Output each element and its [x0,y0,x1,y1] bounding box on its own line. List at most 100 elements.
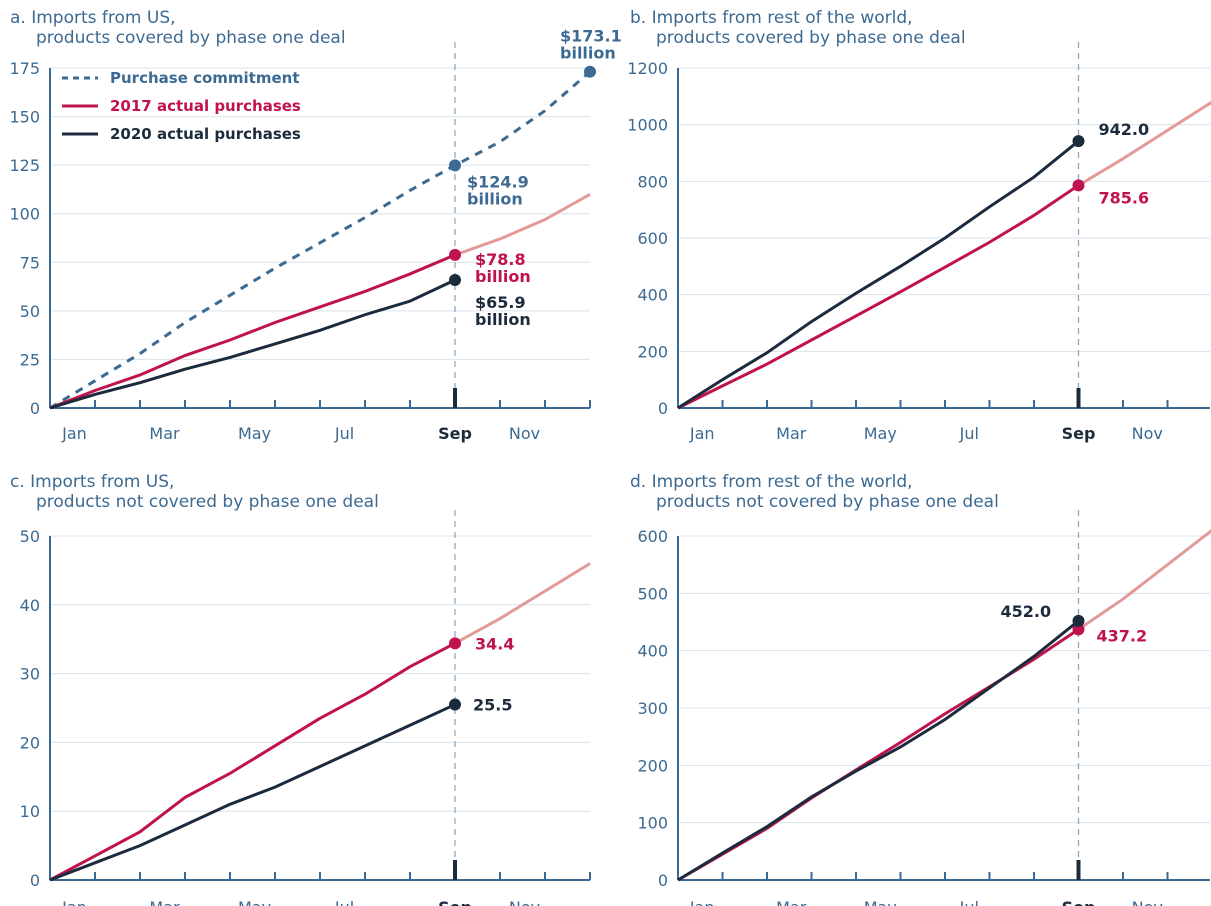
a-marker-commitment-end [584,65,596,78]
d-annotation-a2017-sep: 437.2 [1097,626,1148,645]
a-xtick-label: Sep [438,424,472,443]
c-line-2017-actual [49,641,456,882]
a-line-2020-actual [49,278,456,410]
d-line-2017-projection [1077,529,1211,631]
d-ytick-label: 600 [637,527,668,546]
a-annotation-commit-sep: $124.9 [467,172,529,191]
a-annotation-commit-end: $173.1 [560,27,622,46]
b-ytick-label: 400 [637,286,668,305]
a-marker-commitment-sep [449,159,461,172]
c-annotation-a2020-sep: 25.5 [473,696,512,715]
c-xtick-label: Jul [334,898,354,906]
c-ytick-label: 30 [20,665,40,684]
a-ytick-label: 125 [9,156,40,175]
panel-b-chart: 0 200 400 600 800 1000 1200 Jan Mar May Jul Sep Nov 9… [627,42,1211,443]
panel-b: b. Imports from rest of the world, produ… [627,8,1211,443]
b-xtick-label: Sep [1062,424,1096,443]
d-ytick-label: 0 [658,871,668,890]
a-marker-2020-sep [449,273,461,286]
a-line-2017-actual [49,253,456,410]
b-xtick-label: Jan [689,424,715,443]
c-xtick-label: Jan [61,898,87,906]
panel-c-title-line2: products not covered by phase one deal [36,492,379,512]
panel-d-title-line1: d. Imports from rest of the world, [630,472,913,492]
a-ytick-label: 100 [9,205,40,224]
b-xtick-label: Jul [959,424,979,443]
d-marker-2017-sep [1072,623,1085,636]
a-ytick-label: 175 [9,59,40,78]
panel-d: d. Imports from rest of the world, produ… [630,472,1211,906]
b-line-2020-actual [677,139,1080,410]
panel-a-chart: 0 25 50 75 100 125 150 175 Jan Mar May Jul Sep Nov $17… [9,27,621,443]
panel-d-title-line2: products not covered by phase one deal [656,492,999,512]
a-marker-2017-sep [449,248,461,261]
b-xtick-label: Nov [1132,424,1163,443]
d-xtick-label: Nov [1132,898,1163,906]
a-line-2017-projection [454,192,591,257]
a-line-purchase-commitment [49,70,591,410]
d-xtick-label: May [864,898,897,906]
c-marker-2020-sep [449,698,461,711]
a-xtick-label: Jul [334,424,354,443]
a-annotation-a2020-sep: billion [475,310,531,329]
panel-c-title: c. Imports from US, products not covered… [10,472,379,512]
c-xtick-label: Mar [149,898,180,906]
c-xtick-label: May [238,898,271,906]
panel-c: c. Imports from US, products not covered… [10,472,600,906]
c-xtick-label: Sep [438,898,472,906]
a-annotation-commit-end: billion [560,44,616,63]
d-xtick-label: Jul [959,898,979,906]
c-ytick-label: 20 [20,733,40,752]
a-ytick-label: 0 [30,399,40,418]
a-annotation-commit-sep: billion [467,189,523,208]
legend-label-commitment: Purchase commitment [110,69,300,87]
d-xtick-label: Mar [776,898,807,906]
b-ytick-label: 200 [637,342,668,361]
d-ytick-label: 400 [637,642,668,661]
b-marker-2020-sep [1072,135,1085,148]
c-marker-2017-sep [449,637,461,650]
a-ytick-label: 75 [20,253,40,272]
panel-b-title-line1: b. Imports from rest of the world, [630,8,913,28]
d-xtick-label: Sep [1062,898,1096,906]
c-line-2020-actual [49,703,456,882]
a-ytick-label: 50 [20,302,40,321]
panel-a-title-line2: products covered by phase one deal [36,28,346,48]
a-xtick-label: May [238,424,271,443]
c-ytick-label: 50 [20,527,40,546]
c-ytick-label: 10 [20,802,40,821]
c-line-2017-projection [454,562,591,645]
d-line-2020-actual [677,619,1080,882]
panel-d-chart: 0 100 200 300 400 500 600 Jan Mar May Jul Sep Nov 452… [637,510,1211,906]
panel-a-title-line1: a. Imports from US, [10,8,176,28]
a-ytick-label: 25 [20,350,40,369]
c-ytick-label: 40 [20,596,40,615]
d-annotation-a2020-sep: 452.0 [1001,602,1052,621]
panel-c-chart: 0 10 20 30 40 50 Jan Mar May Jul Sep Nov 34.4 25.5 [20,510,591,906]
a-ytick-label: 150 [9,108,40,127]
c-xtick-label: Nov [509,898,540,906]
d-ytick-label: 200 [637,756,668,775]
d-ytick-label: 100 [637,814,668,833]
a-xtick-label: Jan [61,424,87,443]
b-ytick-label: 800 [637,172,668,191]
b-annotation-a2020-sep: 942.0 [1099,120,1150,139]
a-annotation-a2017-sep: $78.8 [475,250,526,269]
panel-d-title: d. Imports from rest of the world, produ… [630,472,999,512]
a-annotation-a2017-sep: billion [475,267,531,286]
c-annotation-a2017-sep: 34.4 [475,634,514,653]
b-marker-2017-sep [1072,179,1085,192]
b-line-2017-projection [1077,100,1211,187]
b-ytick-label: 600 [637,229,668,248]
b-ytick-label: 1000 [627,116,668,135]
d-ytick-label: 300 [637,699,668,718]
legend-label-actual2020: 2020 actual purchases [110,125,301,143]
panel-b-title-line2: products covered by phase one deal [656,28,966,48]
b-xtick-label: May [864,424,897,443]
d-ytick-label: 500 [637,584,668,603]
panel-c-title-line1: c. Imports from US, [10,472,175,492]
a-xtick-label: Nov [509,424,540,443]
b-annotation-a2017-sep: 785.6 [1099,188,1150,207]
d-xtick-label: Jan [689,898,715,906]
panel-a-title: a. Imports from US, products covered by … [10,8,346,48]
